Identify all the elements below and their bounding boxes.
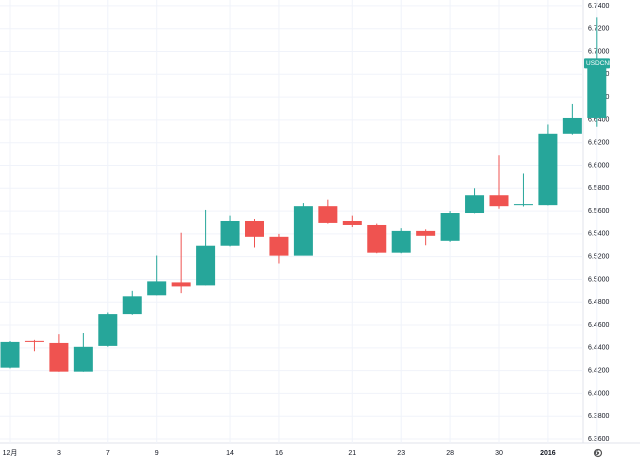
x-tick-label: 21 [348,450,356,457]
candle-body [269,236,289,256]
candle-body [367,224,387,253]
y-tick-label: 6.4200 [588,367,610,374]
candle-body [513,204,533,206]
candle-body [440,213,460,241]
x-tick-label: 9 [155,450,159,457]
y-tick-label: 6.5200 [588,254,610,261]
candle-body [538,133,558,206]
candle-body [98,314,118,346]
y-tick-label: 6.7400 [588,3,610,10]
candle-body [416,230,436,236]
candle-body [73,346,93,372]
candle-body [293,206,313,256]
candle-body [0,341,20,368]
x-tick-label: 3 [57,450,61,457]
candle-body [562,117,582,134]
settings-icon[interactable] [593,448,603,458]
x-tick-label: 16 [275,450,283,457]
y-tick-label: 6.5600 [588,208,610,215]
symbol-label: USDCNH [586,60,614,67]
y-tick-label: 6.5800 [588,185,610,192]
gear-hub[interactable] [596,451,600,455]
y-tick-label: 6.7200 [588,26,610,33]
x-tick-label: 6 [595,450,599,457]
candle-body [122,296,142,315]
y-tick-label: 6.6400 [588,117,610,124]
y-tick-label: 6.4000 [588,390,610,397]
y-tick-label: 6.5400 [588,231,610,238]
x-tick-label: 30 [495,450,503,457]
x-tick-label: 23 [397,450,405,457]
candle-body [342,220,362,225]
candle-body [196,245,216,286]
candle-body [465,195,485,214]
gear-ring[interactable] [593,448,603,458]
y-tick-label: 6.5000 [588,276,610,283]
candle-body [220,220,240,246]
candle-body [171,282,191,287]
y-tick-label: 6.3800 [588,413,610,420]
y-tick-label: 6.6000 [588,162,610,169]
y-tick-label: 6.4800 [588,299,610,306]
candle-body [318,206,338,223]
candle-body [49,342,69,372]
x-tick-label: 12月 [3,449,18,457]
y-tick-label: 6.4400 [588,345,610,352]
x-tick-label: 2016 [540,450,556,457]
candle-body [245,220,264,237]
candle-body [587,63,607,118]
candle-body [391,230,411,253]
y-tick-label: 6.3600 [588,436,610,443]
x-tick-label: 14 [226,450,234,457]
x-tick-label: 7 [106,450,110,457]
candle-body [147,281,167,296]
y-tick-label: 6.7000 [588,48,610,55]
x-tick-label: 28 [446,450,454,457]
candle-body [24,340,44,342]
candle-body [489,195,509,207]
y-tick-label: 6.6200 [588,140,610,147]
symbol-tag [584,58,610,69]
y-tick-label: 6.4600 [588,322,610,329]
